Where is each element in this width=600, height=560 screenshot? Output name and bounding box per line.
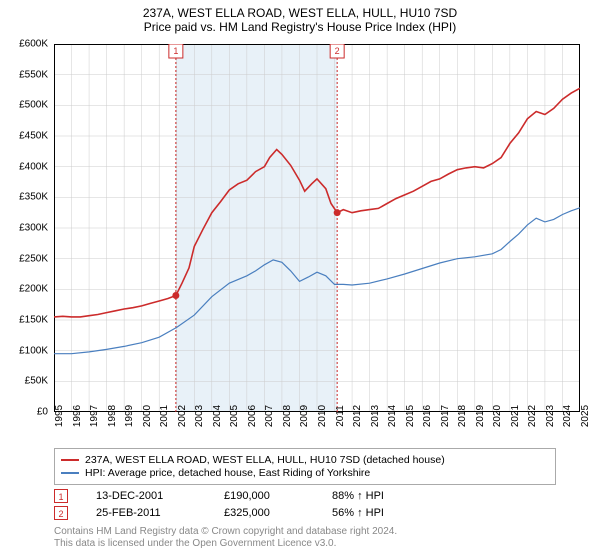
x-tick-label: 2014 [387, 405, 398, 427]
y-tick-label: £150K [19, 315, 48, 326]
footer-line: This data is licensed under the Open Gov… [54, 538, 397, 550]
x-tick-label: 2001 [159, 405, 170, 427]
x-tick-label: 2018 [457, 405, 468, 427]
x-tick-label: 2021 [510, 405, 521, 427]
event-date: 25-FEB-2011 [96, 507, 196, 519]
x-tick-label: 1995 [54, 405, 65, 427]
title-subtitle: Price paid vs. HM Land Registry's House … [0, 20, 600, 34]
y-tick-label: £600K [19, 39, 48, 50]
x-tick-label: 1998 [107, 405, 118, 427]
legend-swatch [61, 472, 79, 474]
y-tick-label: £200K [19, 284, 48, 295]
x-tick-label: 2004 [212, 405, 223, 427]
sale-events-table: 1 13-DEC-2001 £190,000 88% ↑ HPI 2 25-FE… [54, 486, 574, 523]
y-axis-labels: £0£50K£100K£150K£200K£250K£300K£350K£400… [0, 44, 52, 412]
legend-swatch [61, 459, 79, 461]
legend-item: HPI: Average price, detached house, East… [61, 467, 549, 479]
x-tick-label: 2017 [440, 405, 451, 427]
event-date: 13-DEC-2001 [96, 490, 196, 502]
x-tick-label: 2009 [299, 405, 310, 427]
svg-text:1: 1 [173, 46, 178, 56]
event-price: £325,000 [224, 507, 304, 519]
chart-plot-area: 12 [54, 44, 580, 412]
event-badge: 1 [54, 489, 68, 503]
y-tick-label: £300K [19, 223, 48, 234]
x-tick-label: 2007 [264, 405, 275, 427]
x-tick-label: 2008 [282, 405, 293, 427]
x-tick-label: 2012 [352, 405, 363, 427]
legend-label: 237A, WEST ELLA ROAD, WEST ELLA, HULL, H… [85, 454, 445, 466]
title-address: 237A, WEST ELLA ROAD, WEST ELLA, HULL, H… [0, 6, 600, 20]
x-tick-label: 1997 [89, 405, 100, 427]
x-tick-label: 2011 [335, 405, 346, 427]
legend-label: HPI: Average price, detached house, East… [85, 467, 370, 479]
footer-line: Contains HM Land Registry data © Crown c… [54, 526, 397, 538]
y-tick-label: £450K [19, 131, 48, 142]
y-tick-label: £500K [19, 100, 48, 111]
x-tick-label: 2025 [580, 405, 591, 427]
legend: 237A, WEST ELLA ROAD, WEST ELLA, HULL, H… [54, 448, 556, 485]
y-tick-label: £550K [19, 69, 48, 80]
y-tick-label: £350K [19, 192, 48, 203]
y-tick-label: £400K [19, 161, 48, 172]
x-tick-label: 2024 [562, 405, 573, 427]
svg-text:2: 2 [335, 46, 340, 56]
x-axis-labels: 1995199619971998199920002001200220032004… [54, 414, 580, 450]
event-hpi: 88% ↑ HPI [332, 490, 384, 502]
event-price: £190,000 [224, 490, 304, 502]
x-tick-label: 2005 [229, 405, 240, 427]
title-block: 237A, WEST ELLA ROAD, WEST ELLA, HULL, H… [0, 0, 600, 34]
x-tick-label: 2023 [545, 405, 556, 427]
x-tick-label: 1996 [72, 405, 83, 427]
x-tick-label: 2022 [527, 405, 538, 427]
chart-container: 237A, WEST ELLA ROAD, WEST ELLA, HULL, H… [0, 0, 600, 560]
x-tick-label: 2015 [405, 405, 416, 427]
y-tick-label: £100K [19, 345, 48, 356]
x-tick-label: 2003 [194, 405, 205, 427]
chart-svg: 12 [54, 44, 580, 412]
x-tick-label: 2020 [492, 405, 503, 427]
x-tick-label: 1999 [124, 405, 135, 427]
sale-event-row: 1 13-DEC-2001 £190,000 88% ↑ HPI [54, 489, 574, 503]
footer-attribution: Contains HM Land Registry data © Crown c… [54, 526, 397, 550]
x-tick-label: 2000 [142, 405, 153, 427]
x-tick-label: 2016 [422, 405, 433, 427]
event-badge: 2 [54, 506, 68, 520]
x-tick-label: 2002 [177, 405, 188, 427]
y-tick-label: £50K [25, 376, 48, 387]
x-tick-label: 2019 [475, 405, 486, 427]
x-tick-label: 2013 [370, 405, 381, 427]
legend-item: 237A, WEST ELLA ROAD, WEST ELLA, HULL, H… [61, 454, 549, 466]
y-tick-label: £250K [19, 253, 48, 264]
x-tick-label: 2010 [317, 405, 328, 427]
event-hpi: 56% ↑ HPI [332, 507, 384, 519]
sale-event-row: 2 25-FEB-2011 £325,000 56% ↑ HPI [54, 506, 574, 520]
x-tick-label: 2006 [247, 405, 258, 427]
y-tick-label: £0 [37, 407, 48, 418]
